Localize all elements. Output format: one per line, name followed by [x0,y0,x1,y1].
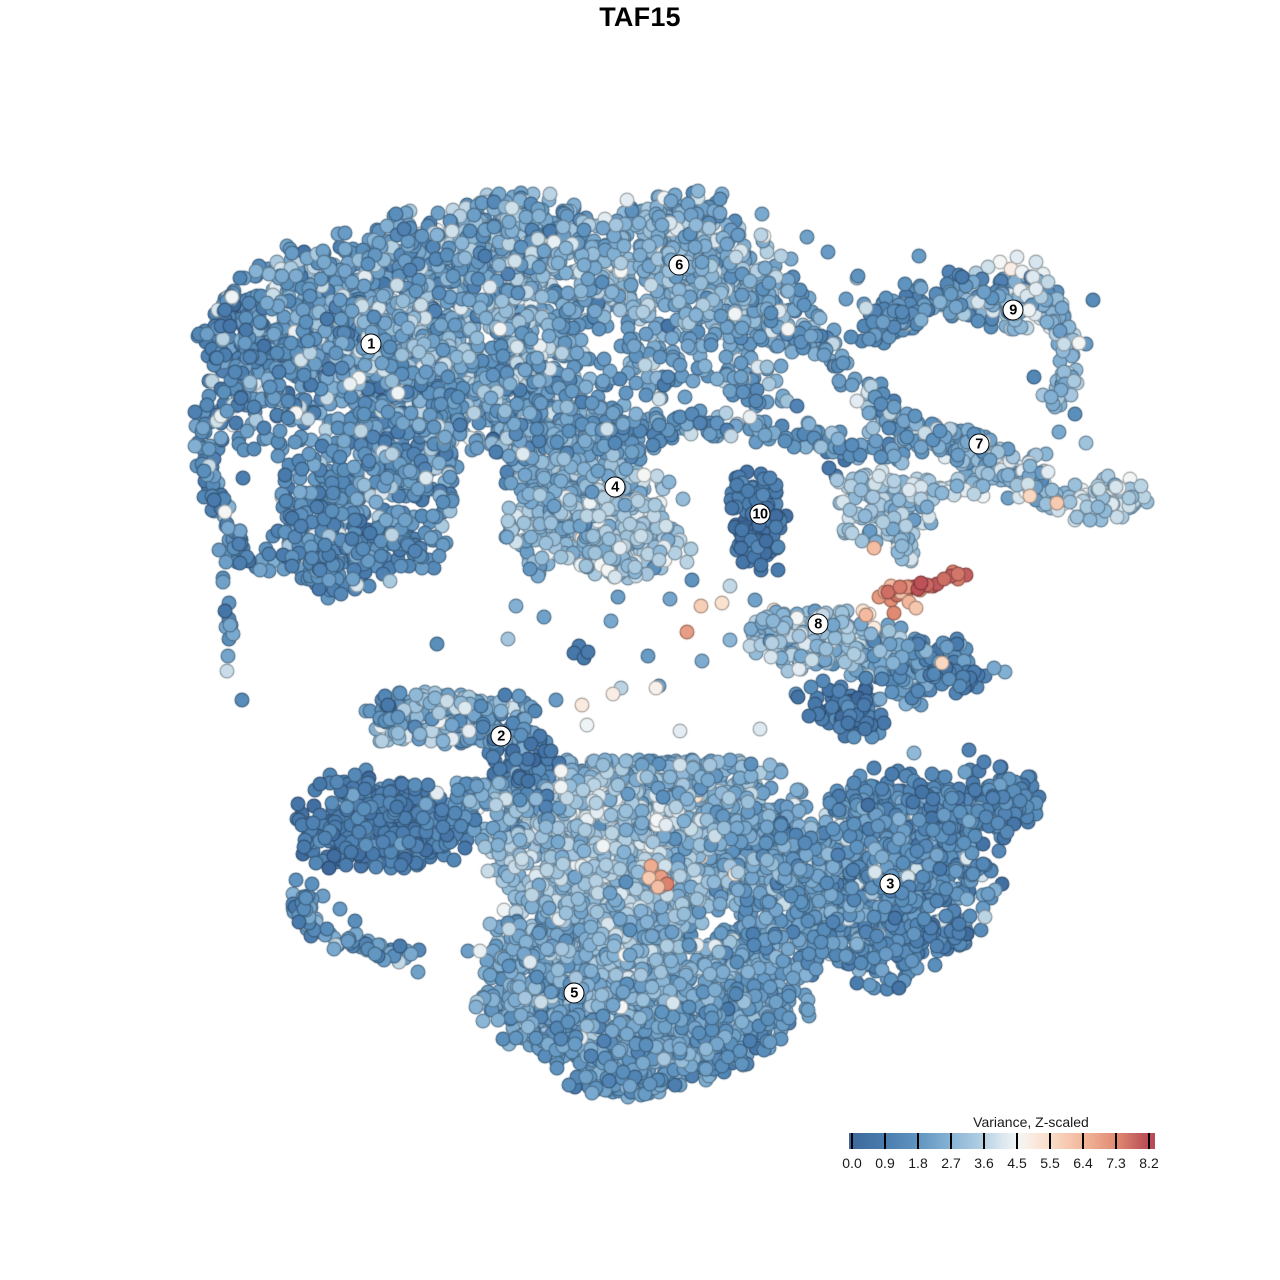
cluster-label-7: 7 [968,433,990,455]
legend-tick [917,1133,919,1149]
cluster-label-3: 3 [879,873,901,895]
cluster-label-2: 2 [490,725,512,747]
legend-tick-label: 5.5 [1040,1155,1060,1171]
legend-tick [851,1133,853,1149]
cluster-label-6: 6 [668,254,690,276]
legend-tick [884,1133,886,1149]
cluster-label-10: 10 [749,503,771,525]
legend-tick-label: 1.8 [908,1155,928,1171]
legend-tick-label: 0.9 [875,1155,895,1171]
legend-tick-label: 3.6 [974,1155,994,1171]
cluster-label-1: 1 [360,333,382,355]
legend-tick-label: 7.3 [1106,1155,1126,1171]
legend-tick-label: 0.0 [842,1155,862,1171]
legend-tick-label: 2.7 [941,1155,961,1171]
legend-tick [1148,1133,1150,1149]
legend-tick-label: 6.4 [1073,1155,1093,1171]
legend-gradient-bar [849,1133,1155,1149]
cluster-label-9: 9 [1002,299,1024,321]
page-title: TAF15 [599,2,681,32]
legend-tick [1049,1133,1051,1149]
legend-tick [1016,1133,1018,1149]
legend-tick [983,1133,985,1149]
legend-tick [1115,1133,1117,1149]
cluster-label-4: 4 [604,476,626,498]
legend-tick [950,1133,952,1149]
legend-tick-label: 8.2 [1139,1155,1159,1171]
legend-tick-label: 4.5 [1007,1155,1027,1171]
legend-title: Variance, Z-scaled [973,1114,1089,1130]
legend-tick [1082,1133,1084,1149]
cluster-label-8: 8 [807,613,829,635]
cluster-label-5: 5 [563,982,585,1004]
